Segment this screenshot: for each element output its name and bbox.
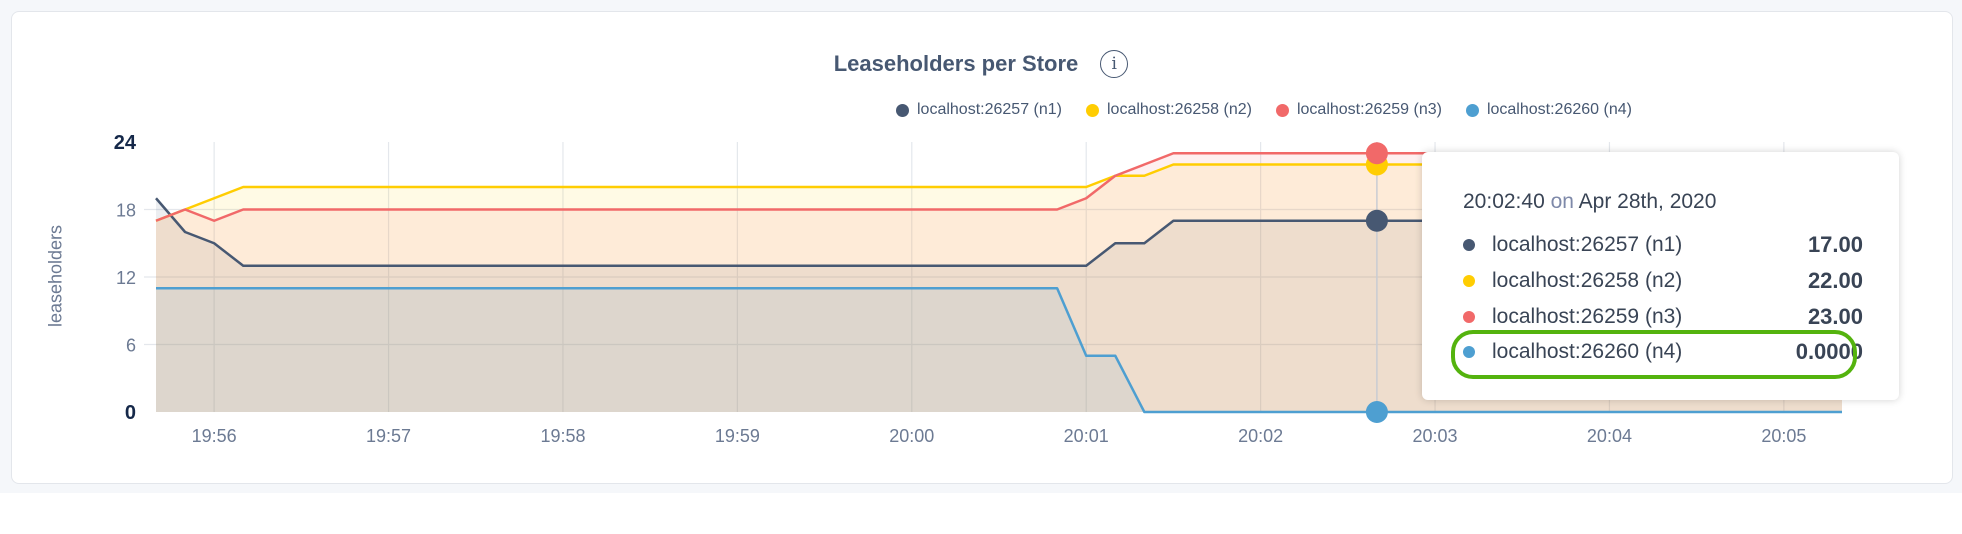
series-area-n1 (156, 198, 1842, 412)
x-tick-label: 20:03 (1413, 426, 1458, 446)
legend-dot-icon (896, 103, 909, 117)
x-tick-label: 20:02 (1238, 426, 1283, 446)
series-line-n4 (156, 287, 1842, 414)
legend-item-n2[interactable]: localhost:26258 (n2) (1085, 101, 1252, 119)
hover-marker-n1 (1365, 209, 1388, 232)
y-tick-label: 6 (126, 336, 136, 356)
x-tick-label: 20:00 (889, 426, 934, 446)
series-dot-icon (1463, 311, 1475, 323)
chart-title-text: Leaseholders per Store (833, 51, 1079, 77)
y-tick-label: 0 (125, 402, 136, 424)
legend-item-n4[interactable]: localhost:26260 (n4) (1465, 101, 1632, 119)
y-tick-label: 18 (116, 201, 136, 221)
tooltip-row-value: 23.00 (1807, 304, 1863, 329)
legend-dot-icon (1465, 103, 1479, 117)
tooltip-row-value: 22.00 (1807, 268, 1863, 293)
hover-marker-n3 (1365, 142, 1388, 165)
tooltip-row-label: localhost:26259 (n3) (1492, 305, 1683, 328)
tooltip-on: on (1550, 190, 1574, 213)
x-tick-label: 20:04 (1587, 426, 1632, 446)
chart-title: Leaseholders per Store i (0, 50, 1962, 79)
legend-item-n1[interactable]: localhost:26257 (n1) (896, 101, 1062, 119)
tooltip-row-value: 17.00 (1807, 232, 1863, 257)
x-tick-label: 20:05 (1761, 426, 1806, 446)
series-area-n3 (156, 153, 1842, 412)
tooltip-day: Apr 28th, 2020 (1578, 190, 1717, 213)
info-circle-icon[interactable]: i (1100, 50, 1129, 79)
tooltip-row: localhost:26257 (n1) 17.00 (1463, 229, 1863, 261)
legend-label: localhost:26258 (n2) (1106, 101, 1252, 118)
legend-label: localhost:26257 (n1) (917, 101, 1062, 118)
x-tick-label: 19:56 (192, 426, 237, 446)
tooltip-row: localhost:26259 (n3) 23.00 (1463, 301, 1863, 333)
y-tick-label: 12 (116, 268, 136, 288)
legend: localhost:26257 (n1) localhost:26258 (n2… (896, 101, 1656, 119)
legend-dot-icon (1085, 103, 1099, 117)
tooltip-time: 20:02:40 (1463, 190, 1545, 213)
tooltip-row-label: localhost:26258 (n2) (1492, 269, 1683, 292)
legend-label: localhost:26260 (n4) (1486, 101, 1632, 118)
tooltip-row-label: localhost:26257 (n1) (1492, 233, 1683, 256)
hover-marker-n4 (1365, 401, 1388, 423)
x-tick-label: 19:57 (366, 426, 411, 446)
y-tick-label: 24 (114, 132, 137, 154)
series-dot-icon (1463, 275, 1475, 287)
legend-dot-icon (1275, 103, 1289, 117)
tooltip-row-label: localhost:26260 (n4) (1492, 340, 1683, 363)
tooltip-date: 20:02:40 on Apr 28th, 2020 (1463, 190, 1716, 214)
highlight-ring (1451, 330, 1857, 379)
x-tick-label: 19:58 (540, 426, 585, 446)
legend-label: localhost:26259 (n3) (1296, 101, 1442, 118)
series-area-n4 (156, 288, 1842, 412)
series-dot-icon (1463, 239, 1475, 251)
x-tick-label: 19:59 (715, 426, 760, 446)
tooltip: 20:02:40 on Apr 28th, 2020 localhost:262… (1422, 152, 1899, 400)
x-tick-label: 20:01 (1064, 426, 1109, 446)
legend-item-n3[interactable]: localhost:26259 (n3) (1275, 101, 1442, 119)
tooltip-row: localhost:26258 (n2) 22.00 (1463, 265, 1863, 297)
